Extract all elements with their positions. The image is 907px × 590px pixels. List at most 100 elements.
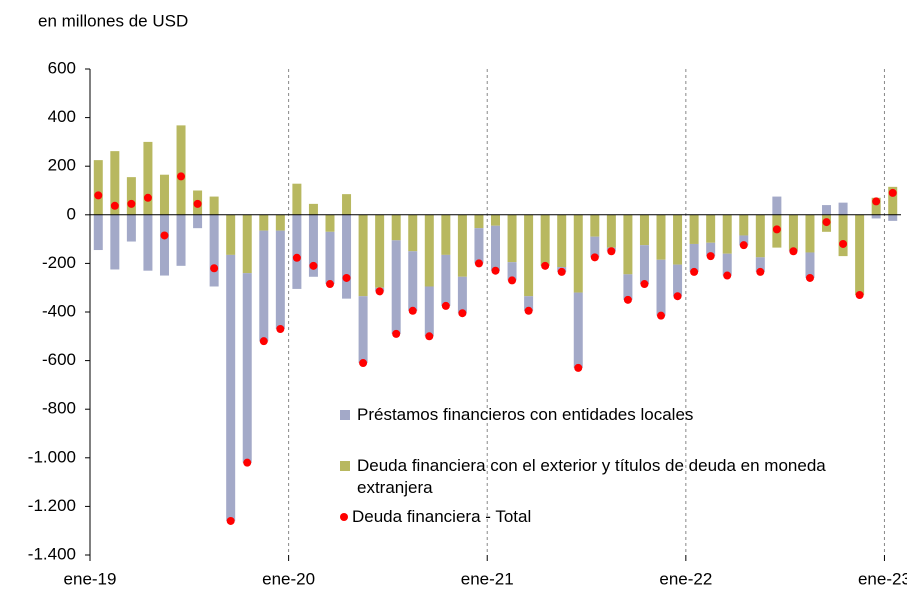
legend-label: Préstamos financieros con entidades loca… [357, 405, 694, 424]
total-dot [789, 247, 798, 256]
total-dot [94, 191, 103, 200]
bar-segment [822, 205, 832, 215]
bar-segment [193, 214, 203, 229]
y-tick-label: -1.000 [28, 447, 76, 466]
bar-segment [259, 230, 269, 342]
total-dot [541, 261, 550, 270]
total-dot [557, 267, 566, 276]
x-tick-label: ene-19 [64, 569, 117, 588]
total-dot [309, 261, 318, 270]
legend-label: Deuda financiera - Total [352, 507, 532, 526]
bar-segment [308, 203, 318, 215]
bar-segment [358, 296, 368, 364]
total-dot [739, 241, 748, 250]
total-dot [657, 311, 666, 320]
total-dot [143, 193, 152, 202]
bar-segment [805, 252, 815, 278]
bar-segment [342, 194, 352, 215]
bar-segment [706, 214, 716, 243]
bar-segment [408, 214, 418, 252]
bar-segment [507, 262, 517, 281]
bar-segment [639, 245, 649, 285]
total-dot [706, 252, 715, 261]
bar-segment [871, 197, 881, 215]
y-tick-label: -1.200 [28, 496, 76, 515]
total-dot [673, 292, 682, 301]
total-dot [855, 290, 864, 299]
bar-segment [573, 292, 583, 368]
bar-segment [524, 296, 534, 311]
bar-segment [226, 254, 236, 521]
bar-segment [739, 235, 749, 246]
bar-segment [491, 225, 500, 271]
y-tick-label: -200 [42, 253, 76, 272]
bar-segment [424, 286, 434, 337]
total-dot [822, 218, 831, 227]
bar-segment [474, 228, 484, 264]
total-dot [839, 239, 848, 248]
total-dot [160, 231, 169, 240]
bar-segment [623, 214, 633, 275]
legend-swatch [340, 513, 348, 521]
bar-segment [722, 214, 732, 254]
bar-segment [557, 214, 567, 268]
bar-segment [176, 214, 186, 266]
bar-segment [888, 214, 898, 221]
y-axis-label: en millones de USD [38, 11, 188, 30]
x-tick-label: ene-21 [461, 569, 514, 588]
y-tick-label: 0 [67, 204, 76, 223]
total-dot [325, 280, 334, 289]
bar-segment [275, 230, 285, 330]
total-dot [474, 259, 483, 268]
y-tick-label: -600 [42, 350, 76, 369]
total-dot [640, 280, 649, 289]
total-dot [872, 197, 881, 206]
bar-segment [292, 214, 302, 289]
bar-segment [391, 214, 401, 241]
total-dot [888, 188, 897, 197]
bar-segment [689, 214, 699, 244]
bar-segment [656, 214, 666, 260]
bar-segment [143, 141, 153, 215]
bar-segment [673, 214, 683, 265]
bar-segment [524, 214, 534, 297]
bar-segment [110, 151, 120, 215]
bar-segment [639, 214, 649, 246]
total-dot [458, 309, 467, 318]
total-dot [177, 172, 186, 181]
bar-segment [441, 214, 451, 255]
total-dot [127, 199, 136, 208]
bar-segment [689, 243, 699, 272]
y-tick-label: 600 [48, 58, 76, 77]
bar-segment [308, 214, 318, 277]
bar-segment [457, 214, 467, 277]
y-tick-label: -400 [42, 301, 76, 320]
total-dot [243, 458, 252, 467]
x-tick-label: ene-20 [262, 569, 315, 588]
total-dot [375, 287, 384, 296]
bar-segment [209, 196, 219, 215]
total-dot [690, 267, 699, 276]
bar-segment [871, 214, 881, 219]
bar-segment [573, 214, 583, 293]
bar-segment [888, 186, 898, 215]
total-dot [607, 247, 616, 256]
bar-segment [275, 214, 285, 231]
x-tick-label: ene-23 [858, 569, 907, 588]
total-dot [408, 306, 417, 315]
total-dot [524, 306, 533, 315]
y-tick-label: 400 [48, 107, 76, 126]
bar-segment [855, 214, 865, 295]
total-dot [392, 329, 401, 338]
bar-segment [226, 214, 236, 255]
bar-segment [590, 214, 600, 237]
bar-segment [706, 242, 716, 257]
bar-segment [209, 214, 219, 287]
total-dot [276, 325, 285, 334]
total-dot [259, 337, 268, 346]
bar-segment [242, 214, 252, 274]
total-dot [342, 273, 351, 282]
bar-segment [755, 257, 765, 272]
bar-segment [242, 273, 252, 463]
total-dot [210, 264, 219, 273]
